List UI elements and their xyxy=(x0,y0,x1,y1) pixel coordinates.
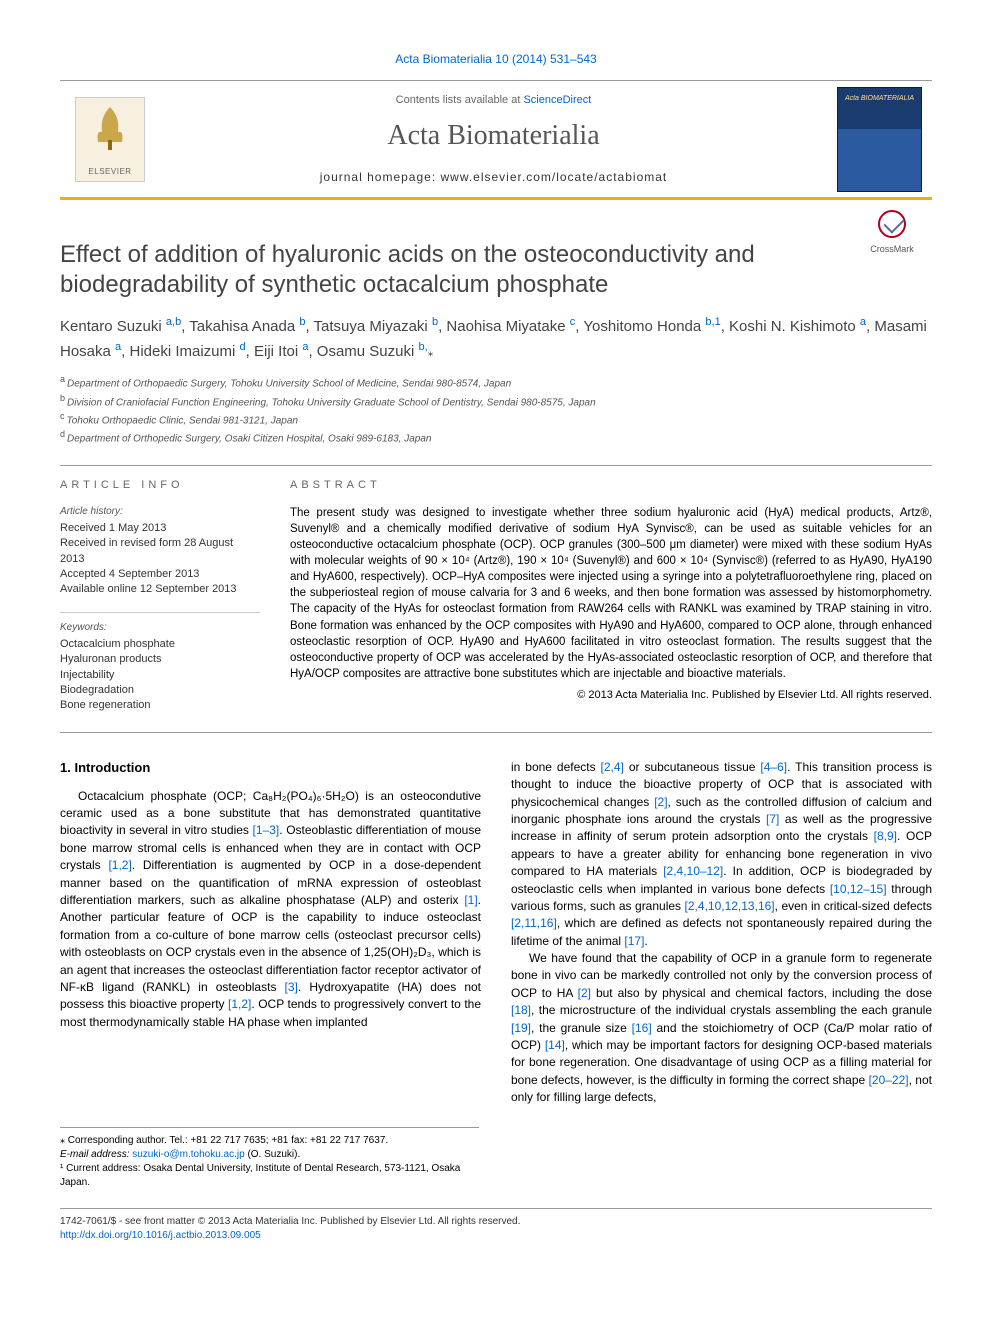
journal-homepage: journal homepage: www.elsevier.com/locat… xyxy=(150,169,837,186)
elsevier-tree-icon xyxy=(90,102,130,152)
intro-paragraph-1-cont: in bone defects [2,4] or subcutaneous ti… xyxy=(511,759,932,950)
footer-bar: 1742-7061/$ - see front matter © 2013 Ac… xyxy=(60,1208,932,1243)
section-divider-2 xyxy=(60,732,932,733)
citation-link[interactable]: Acta Biomaterialia 10 (2014) 531–543 xyxy=(395,52,596,66)
email-line: E-mail address: suzuki-o@m.tohoku.ac.jp … xyxy=(60,1148,479,1162)
publisher-logo[interactable]: ELSEVIER xyxy=(70,92,150,187)
top-citation: Acta Biomaterialia 10 (2014) 531–543 xyxy=(60,50,932,68)
journal-name: Acta Biomaterialia xyxy=(150,116,837,155)
homepage-url[interactable]: www.elsevier.com/locate/actabiomat xyxy=(441,170,668,184)
crossmark-icon xyxy=(878,210,906,238)
intro-paragraph-2: We have found that the capability of OCP… xyxy=(511,950,932,1107)
cover-title-text: Acta BIOMATERIALIA xyxy=(845,94,914,104)
corresponding-author-note: ⁎ Corresponding author. Tel.: +81 22 717… xyxy=(60,1134,479,1148)
intro-paragraph-1: Octacalcium phosphate (OCP; Ca₈H₂(PO₄)₆·… xyxy=(60,788,481,1031)
issn-copyright-line: 1742-7061/$ - see front matter © 2013 Ac… xyxy=(60,1215,932,1229)
body-column-right: in bone defects [2,4] or subcutaneous ti… xyxy=(511,759,932,1107)
article-info-heading: ARTICLE INFO xyxy=(60,478,260,493)
journal-banner: ELSEVIER Contents lists available at Sci… xyxy=(60,80,932,200)
journal-cover-thumb[interactable]: Acta BIOMATERIALIA xyxy=(837,87,922,192)
authors-list: Kentaro Suzuki a,b, Takahisa Anada b, Ta… xyxy=(60,314,932,363)
email-link[interactable]: suzuki-o@m.tohoku.ac.jp xyxy=(132,1149,244,1160)
crossmark-label: CrossMark xyxy=(852,243,932,256)
article-title: Effect of addition of hyaluronic acids o… xyxy=(60,240,932,300)
abstract-heading: ABSTRACT xyxy=(290,478,932,493)
crossmark-badge[interactable]: CrossMark xyxy=(852,210,932,256)
abstract-text: The present study was designed to invest… xyxy=(290,505,932,682)
body-column-left: 1. Introduction Octacalcium phosphate (O… xyxy=(60,759,481,1107)
history-label: Article history: xyxy=(60,505,260,519)
abstract-copyright: © 2013 Acta Materialia Inc. Published by… xyxy=(290,688,932,703)
footnotes: ⁎ Corresponding author. Tel.: +81 22 717… xyxy=(60,1127,479,1190)
keywords-list: Octacalcium phosphateHyaluronan products… xyxy=(60,637,260,714)
current-address-note: ¹ Current address: Osaka Dental Universi… xyxy=(60,1162,479,1190)
keywords-label: Keywords: xyxy=(60,621,260,635)
meta-divider xyxy=(60,612,260,613)
introduction-heading: 1. Introduction xyxy=(60,759,481,778)
publisher-name: ELSEVIER xyxy=(88,166,131,177)
affiliations-list: aDepartment of Orthopaedic Surgery, Toho… xyxy=(60,373,932,446)
sciencedirect-link[interactable]: ScienceDirect xyxy=(523,94,591,106)
section-divider xyxy=(60,465,932,466)
contents-available-line: Contents lists available at ScienceDirec… xyxy=(150,93,837,108)
doi-link[interactable]: http://dx.doi.org/10.1016/j.actbio.2013.… xyxy=(60,1230,261,1241)
article-history: Received 1 May 2013Received in revised f… xyxy=(60,521,260,598)
